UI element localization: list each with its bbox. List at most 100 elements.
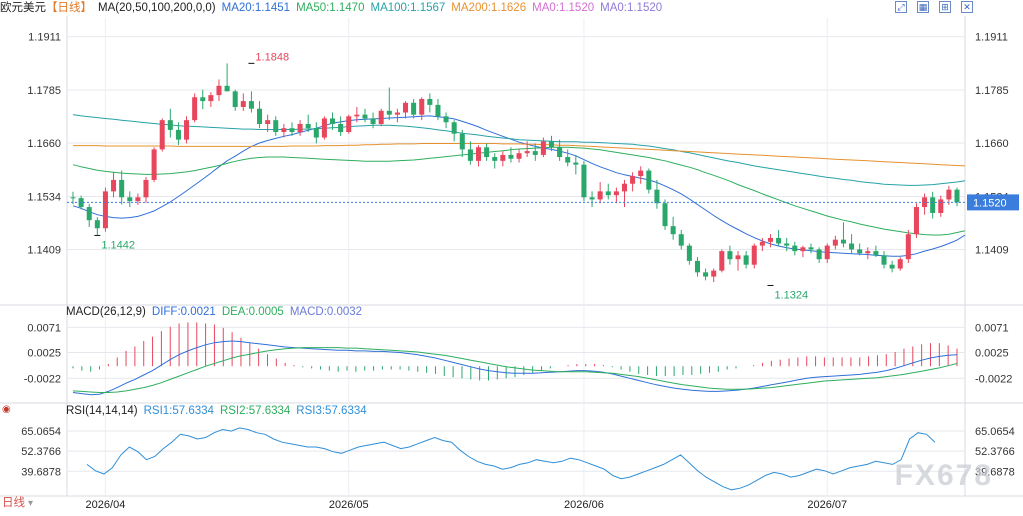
grid-icon[interactable]: ⊞ [939, 1, 951, 13]
ma200-value: MA200:1.1626 [451, 2, 527, 14]
candle-body [492, 157, 498, 161]
candle-body [467, 149, 473, 161]
rsi-tick-right: 39.6878 [975, 466, 1015, 478]
candle-body [86, 207, 92, 221]
candle-body [832, 239, 838, 246]
chart-header: 欧元美元【日线】 MA(20,50,100,200,0,0) MA20:1.1451… [0, 0, 668, 16]
candle-body [735, 255, 741, 260]
candle-body [654, 189, 660, 204]
candle-body [889, 264, 895, 269]
macd-tick-left: 0.0071 [27, 322, 61, 334]
price-tick-right: 1.1785 [975, 85, 1009, 97]
candle-body [954, 189, 960, 203]
candle-body [565, 157, 571, 163]
candle-body [694, 260, 700, 273]
candle-body [338, 123, 344, 133]
rsi-tick-left: 65.0654 [21, 426, 61, 438]
candle-body [70, 197, 76, 199]
price-tick-left: 1.1534 [27, 191, 61, 203]
candle-body [638, 170, 644, 177]
ma0-value-1: MA0:1.1520 [532, 2, 595, 14]
macd-dea-line [72, 347, 958, 393]
chevron-down-icon: ▾ [28, 498, 34, 509]
candle-body [516, 153, 522, 159]
price-tick-left: 1.1911 [28, 32, 61, 44]
candle-body [321, 118, 327, 138]
candle-body [224, 85, 230, 92]
candle-body [621, 183, 628, 192]
candle-body [143, 179, 149, 198]
period-tag[interactable]: 【日线】 [46, 2, 92, 14]
time-tick-label: 2026/05 [329, 499, 369, 511]
ma50-line [72, 146, 966, 236]
ma100-value: MA100:1.1567 [370, 2, 446, 14]
candle-body [743, 255, 749, 265]
candle-body [151, 149, 157, 180]
candle-body [443, 116, 449, 123]
candle-body [281, 128, 287, 133]
rsi-tick-right: 65.0654 [975, 426, 1015, 438]
time-tick-label: 2026/07 [807, 499, 847, 511]
candle-body [759, 241, 765, 246]
candle-body [646, 170, 652, 190]
timeframe-label: 日线 [2, 497, 25, 509]
rsi1-value: RSI1:57.6334 [143, 405, 214, 417]
candle-body [200, 97, 206, 102]
candle-body [192, 97, 198, 121]
candle-body [597, 191, 603, 200]
candle-body [686, 245, 692, 261]
candle-body [184, 120, 190, 140]
candle-body [330, 118, 336, 124]
candle-body [475, 147, 482, 161]
candle-body [776, 237, 782, 244]
candle-body [500, 154, 506, 161]
candle-body [670, 226, 676, 235]
extreme-label: 1.1848 [255, 51, 289, 63]
candle-body [167, 120, 173, 130]
price-tick-right: 1.1409 [975, 244, 1009, 256]
candle-body [175, 129, 181, 140]
candle-body [297, 123, 303, 133]
candle-body [78, 198, 84, 208]
watermark: FX678 [894, 459, 993, 492]
candle-body [435, 104, 441, 117]
rsi-legend-label: RSI(14,14,14) [66, 405, 138, 417]
indicator-settings-icon[interactable]: ◉ [2, 404, 11, 415]
price-tick-left: 1.1409 [27, 244, 61, 256]
candle-body [159, 120, 165, 150]
expand-icon[interactable]: ⤢ [895, 1, 907, 13]
rsi3-value: RSI3:57.6334 [296, 405, 367, 417]
rsi-line [86, 427, 936, 491]
macd-dea-value: DEA:0.0005 [221, 306, 284, 318]
macd-tick-right: -0.0022 [975, 373, 1012, 385]
candle-body [849, 243, 855, 250]
layout-icon[interactable]: ▦ [917, 1, 929, 13]
candle-body [857, 249, 863, 254]
macd-legend-label: MACD(26,12,9) [66, 306, 146, 318]
candle-body [532, 151, 538, 155]
timeframe-selector[interactable]: 日线 ▾ [2, 494, 33, 510]
candle-body [127, 197, 133, 202]
candle-body [662, 203, 668, 227]
macd-hist-value: MACD:0.0032 [289, 306, 363, 318]
ma100-line [72, 114, 966, 186]
candle-body [630, 176, 636, 184]
macd-legend: MACD(26,12,9) DIFF:0.0021 DEA:0.0005 MACD:0… [66, 306, 368, 318]
candle-body [816, 249, 822, 260]
candle-body [865, 251, 871, 254]
candle-body [419, 98, 425, 115]
candle-body [751, 245, 757, 265]
price-tick-left: 1.1785 [27, 85, 61, 97]
ma200-line [73, 143, 966, 167]
chart-toolbar: ⤢ ▦ ⊞ ✕ [895, 1, 973, 13]
close-icon[interactable]: ✕ [961, 1, 973, 13]
candle-body [94, 220, 100, 229]
candle-body [800, 247, 806, 252]
candle-body [573, 162, 579, 165]
price-tick-right: 1.1911 [975, 32, 1008, 44]
macd-diff-value: DIFF:0.0021 [151, 306, 216, 318]
rsi-tick-left: 52.3766 [21, 446, 61, 458]
price-tick-right: 1.1660 [975, 138, 1009, 150]
